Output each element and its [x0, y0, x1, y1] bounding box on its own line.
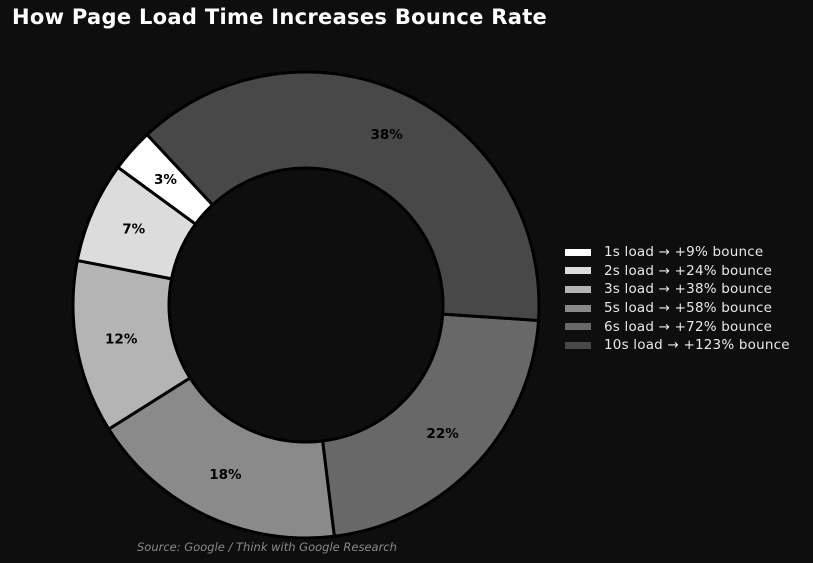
legend-item-4: 5s load → +58% bounce: [565, 299, 790, 318]
legend-item-1: 1s load → +9% bounce: [565, 243, 790, 262]
legend-swatch: [565, 248, 591, 256]
chart-title: How Page Load Time Increases Bounce Rate: [12, 5, 548, 29]
slice-label-4: 18%: [209, 467, 242, 483]
donut-slice-4: [107, 376, 336, 540]
legend-item-6: 10s load → +123% bounce: [565, 336, 790, 355]
legend-label: 10s load → +123% bounce: [604, 337, 790, 354]
donut-slice-6: [145, 70, 541, 322]
slice-label-6: 38%: [370, 127, 403, 143]
chart-legend: 1s load → +9% bounce 2s load → +24% bounc…: [565, 243, 790, 355]
legend-label: 2s load → +24% bounce: [604, 262, 773, 279]
legend-swatch: [565, 285, 591, 293]
legend-item-2: 2s load → +24% bounce: [565, 262, 790, 281]
slice-label-3: 12%: [105, 332, 138, 348]
source-note: Source: Google / Think with Google Resea…: [137, 540, 397, 554]
slice-label-5: 22%: [426, 426, 459, 442]
donut-slice-5: [321, 312, 540, 538]
slice-label-1: 3%: [154, 172, 177, 188]
legend-label: 6s load → +72% bounce: [604, 318, 773, 335]
legend-label: 1s load → +9% bounce: [604, 244, 764, 261]
legend-swatch: [565, 341, 591, 349]
legend-item-3: 3s load → +38% bounce: [565, 280, 790, 299]
slice-label-2: 7%: [122, 222, 145, 238]
legend-label: 5s load → +58% bounce: [604, 300, 773, 317]
legend-label: 3s load → +38% bounce: [604, 281, 773, 298]
legend-item-5: 6s load → +72% bounce: [565, 317, 790, 336]
legend-swatch: [565, 304, 591, 312]
legend-swatch: [565, 267, 591, 275]
legend-swatch: [565, 323, 591, 331]
